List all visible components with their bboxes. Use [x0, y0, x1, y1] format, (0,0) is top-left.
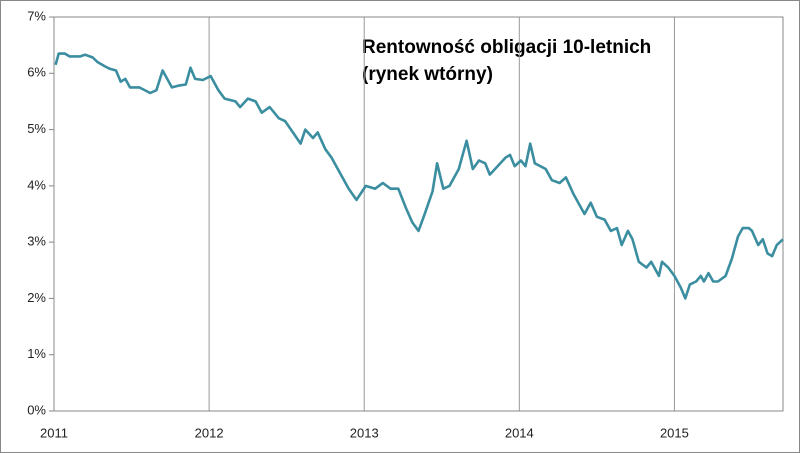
- y-tick-label: 7%: [27, 8, 46, 23]
- x-tick-label: 2012: [195, 425, 224, 440]
- x-tick-label: 2011: [40, 425, 68, 440]
- y-tick-label: 6%: [27, 65, 46, 80]
- y-tick-label: 4%: [27, 177, 46, 192]
- data-line: [54, 52, 784, 300]
- chart-title: Rentowność obligacji 10-letnich: [362, 37, 651, 58]
- chart-subtitle: (rynek wtórny): [362, 64, 493, 85]
- plot-frame: [53, 16, 784, 412]
- x-tick-label: 2013: [350, 425, 379, 440]
- y-tick-label: 5%: [27, 121, 46, 136]
- x-tick-label: 2014: [505, 425, 534, 440]
- y-tick-label: 2%: [27, 290, 46, 305]
- y-tick-label: 3%: [27, 234, 46, 249]
- y-tick-label: 0%: [27, 402, 46, 417]
- x-tick-label: 2015: [660, 425, 689, 440]
- y-tick-label: 1%: [27, 346, 46, 361]
